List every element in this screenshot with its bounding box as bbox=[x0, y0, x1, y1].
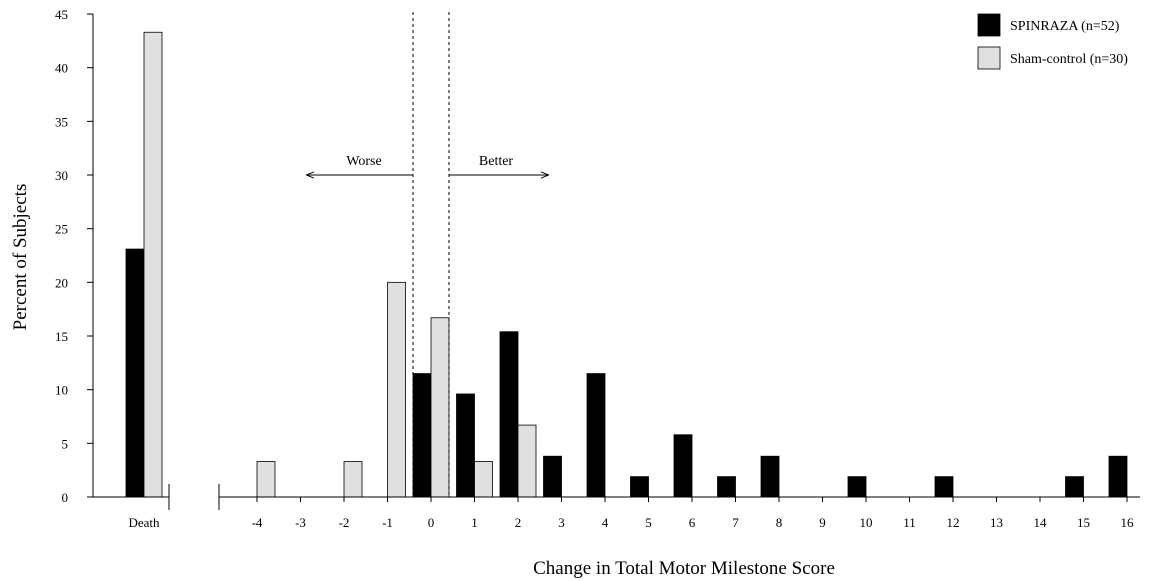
bar-death-series-1 bbox=[143, 31, 163, 498]
x-tick-label: 1 bbox=[471, 515, 478, 530]
annotations-layer: Worse Better bbox=[307, 12, 548, 497]
label-worse: Worse bbox=[346, 154, 381, 169]
x-tick-label: 6 bbox=[689, 515, 696, 530]
x-tick-label: 11 bbox=[903, 515, 916, 530]
y-tick-label: 0 bbox=[62, 490, 69, 505]
bar-7-series-0 bbox=[717, 476, 736, 498]
y-tick-label: 30 bbox=[55, 168, 68, 183]
bar--4-series-1 bbox=[256, 461, 276, 498]
x-tick-label: 16 bbox=[1121, 515, 1135, 530]
legend-label-series-1: Sham-control (n=30) bbox=[1010, 52, 1128, 67]
x-tick-label: -4 bbox=[252, 515, 263, 530]
y-tick-label: 45 bbox=[55, 7, 68, 22]
bars-layer bbox=[125, 31, 1128, 498]
legend-label-series-0: SPINRAZA (n=52) bbox=[1010, 19, 1120, 34]
y-tick-label: 10 bbox=[55, 383, 68, 398]
x-tick-label-death: Death bbox=[128, 515, 160, 530]
legend: SPINRAZA (n=52) Sham-control (n=30) bbox=[977, 13, 1128, 70]
bar-10-series-0 bbox=[847, 476, 867, 498]
bar-6-series-0 bbox=[673, 434, 693, 498]
x-tick-label: 0 bbox=[428, 515, 435, 530]
y-tick-label: 5 bbox=[62, 436, 69, 451]
x-tick-label: 15 bbox=[1077, 515, 1090, 530]
x-tick-label: 3 bbox=[558, 515, 565, 530]
bar-15-series-0 bbox=[1065, 476, 1084, 498]
bar-5-series-0 bbox=[630, 476, 649, 498]
bar-2-series-1 bbox=[517, 424, 537, 498]
y-tick-label: 25 bbox=[55, 222, 68, 237]
x-tick-label: 12 bbox=[947, 515, 960, 530]
x-tick-label: -1 bbox=[382, 515, 393, 530]
x-tick-label: 8 bbox=[776, 515, 783, 530]
bar-4-series-0 bbox=[586, 373, 606, 498]
bar-16-series-0 bbox=[1108, 455, 1128, 498]
bar-2-series-0 bbox=[499, 331, 519, 498]
y-tick-label: 15 bbox=[55, 329, 68, 344]
x-tick-label: 5 bbox=[645, 515, 652, 530]
bar-0-series-0 bbox=[412, 373, 432, 498]
y-axis-title: Percent of Subjects bbox=[10, 184, 31, 331]
x-tick-label: -2 bbox=[339, 515, 350, 530]
bar-1-series-0 bbox=[456, 393, 475, 498]
x-tick-label: 14 bbox=[1034, 515, 1048, 530]
bar-8-series-0 bbox=[760, 455, 780, 498]
bar-death-series-0 bbox=[125, 248, 145, 498]
x-tick-label: 9 bbox=[819, 515, 826, 530]
bar-12-series-0 bbox=[934, 476, 954, 498]
x-tick-label: 2 bbox=[515, 515, 522, 530]
bar-3-series-0 bbox=[543, 455, 562, 498]
x-tick-label: 13 bbox=[990, 515, 1003, 530]
y-tick-label: 20 bbox=[55, 275, 68, 290]
bar-0-series-1 bbox=[430, 317, 450, 498]
label-better: Better bbox=[479, 154, 514, 169]
x-tick-label: -3 bbox=[295, 515, 306, 530]
x-tick-label: 7 bbox=[732, 515, 739, 530]
legend-swatch-series-0 bbox=[977, 13, 1001, 37]
x-tick-label: 10 bbox=[860, 515, 873, 530]
x-axis-title: Change in Total Motor Milestone Score bbox=[533, 558, 835, 579]
y-tick-label: 40 bbox=[55, 61, 68, 76]
bar-1-series-1 bbox=[474, 461, 493, 498]
y-tick-label: 35 bbox=[55, 114, 68, 129]
bar--2-series-1 bbox=[343, 461, 363, 498]
x-tick-label: 4 bbox=[602, 515, 609, 530]
legend-swatch-series-1 bbox=[977, 46, 1001, 70]
bar--1-series-1 bbox=[387, 281, 406, 498]
